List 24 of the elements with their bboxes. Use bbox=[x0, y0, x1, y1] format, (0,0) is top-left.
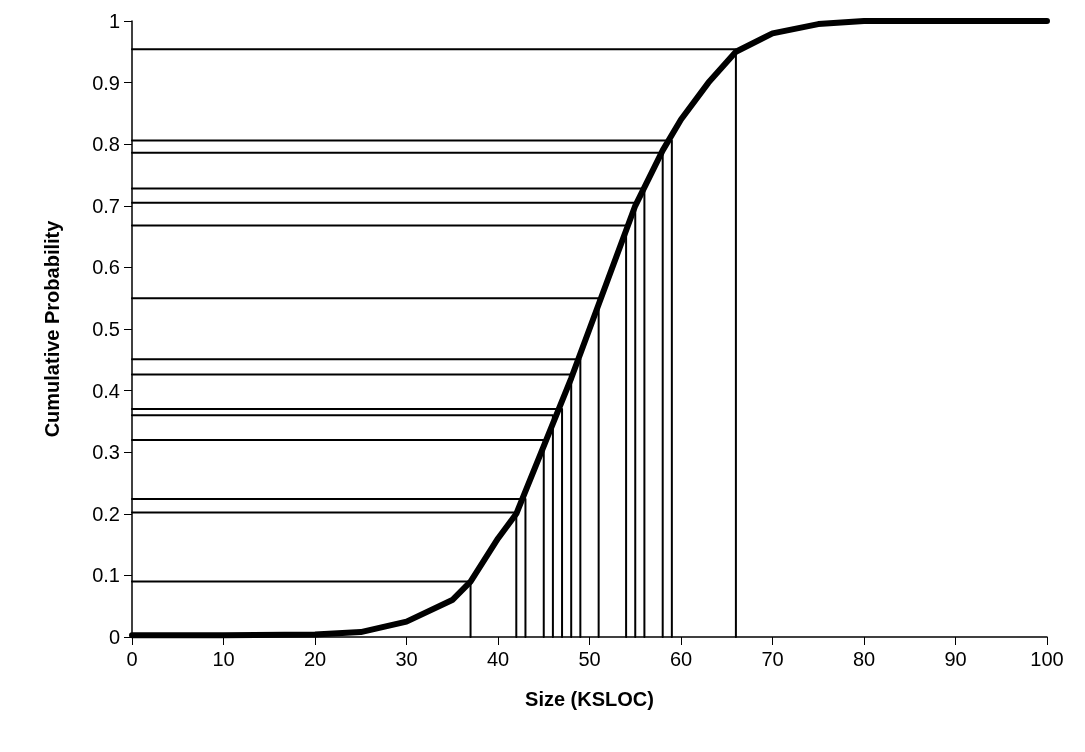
y-tick-label: 0.3 bbox=[92, 441, 120, 464]
x-tick-label: 70 bbox=[761, 648, 784, 670]
x-tick-label: 10 bbox=[212, 648, 235, 670]
x-tick-label: 50 bbox=[578, 648, 601, 670]
y-tick-label: 0.4 bbox=[92, 379, 120, 402]
y-tick-label: 0.1 bbox=[92, 564, 120, 587]
x-tick-label: 80 bbox=[852, 648, 876, 670]
x-tick-label: 30 bbox=[395, 648, 418, 670]
x-axis-title: Size (KSLOC) bbox=[525, 688, 654, 710]
y-tick-label: 0.9 bbox=[92, 71, 120, 94]
y-tick-label: 0.5 bbox=[92, 318, 120, 340]
y-tick-label: 0 bbox=[108, 626, 120, 648]
y-axis-title: Cumulative Probability bbox=[41, 219, 63, 438]
x-tick-label: 90 bbox=[944, 648, 967, 670]
x-tick-label: 60 bbox=[669, 648, 693, 670]
x-tick-label: 20 bbox=[303, 648, 327, 670]
x-tick-label: 40 bbox=[486, 648, 510, 670]
y-tick-label: 0.8 bbox=[92, 133, 120, 156]
x-tick-label: 0 bbox=[126, 648, 138, 670]
x-tick-label: 100 bbox=[1030, 648, 1064, 670]
y-tick-label: 0.2 bbox=[92, 502, 120, 525]
y-tick-label: 1 bbox=[108, 10, 120, 32]
y-tick-label: 0.6 bbox=[92, 256, 120, 279]
y-tick-label: 0.7 bbox=[92, 194, 120, 217]
